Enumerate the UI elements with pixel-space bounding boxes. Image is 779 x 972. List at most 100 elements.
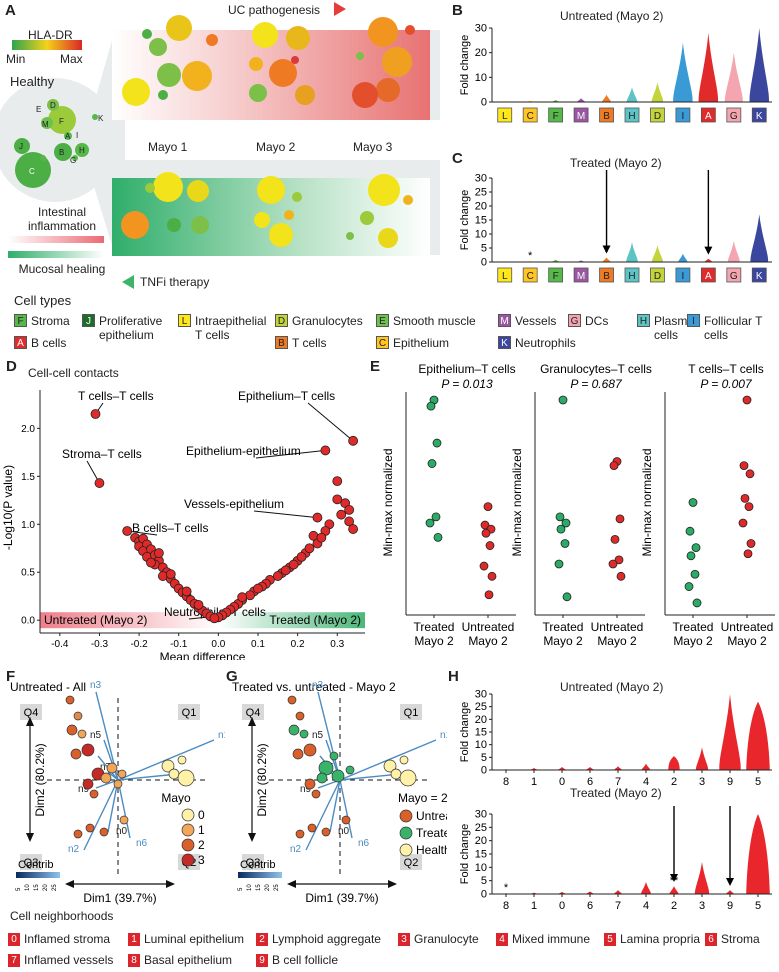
category-box-D [650, 267, 665, 283]
treated-point [560, 539, 570, 548]
untreated-point [487, 571, 497, 581]
neighborhood-swatch: 3 [398, 933, 410, 947]
x-cat-label: Treated [543, 620, 584, 634]
y-tick-label: 1.0 [21, 520, 35, 531]
y-axis-label: Min-max normalized [640, 448, 654, 556]
biplot-point [288, 724, 300, 736]
legend-swatch [399, 809, 413, 823]
vector-label-n3: n3 [90, 680, 102, 691]
vector-n5 [103, 739, 119, 781]
treated-point [686, 551, 696, 561]
cell-type-L: L Intraepithelial T cells [178, 314, 268, 342]
scatter-point [245, 590, 255, 601]
panel-label-g: G [226, 668, 238, 685]
panel-h1-title: Untreated (Mayo 2) [560, 680, 664, 694]
y-axis-label: Fold change [459, 35, 471, 96]
cell-type-swatch: C [376, 336, 389, 349]
hla-min-label: Min [6, 52, 26, 66]
y-tick-label: 0.0 [21, 616, 35, 627]
biplot-point [73, 711, 83, 721]
tnfi-label: TNFi therapy [140, 275, 210, 289]
biplot-title: Untreated - All [10, 680, 86, 694]
panel-b-chart: 0 10 20 30 Fold change L C F M B H D I A G K [459, 23, 772, 123]
y-tick-label: 30 [475, 23, 487, 35]
cell-types-title: Cell types [14, 293, 72, 308]
scatter-point [181, 586, 192, 597]
annotation-leader [307, 402, 354, 442]
category-label-G: G [730, 271, 738, 282]
scatter-point [332, 476, 343, 487]
vector-label-n1: n1 [440, 730, 447, 741]
x-cat-label: Mayo 2 [673, 634, 713, 648]
violin-H [626, 242, 638, 262]
biplot-point [100, 772, 112, 784]
legend-title: Mayo [161, 791, 191, 805]
x-axis-label: Mean difference [160, 650, 246, 660]
treated-region [218, 612, 365, 629]
y-axis-label: Dim2 (30.2%) [33, 743, 47, 816]
category-box-M [573, 107, 589, 123]
x-axis-label: Dim1 (39.7%) [83, 891, 156, 905]
untreated-point [485, 541, 495, 550]
biplot-point [89, 789, 99, 799]
biplot-point [307, 823, 317, 833]
svg-text:D: D [50, 101, 56, 110]
violin-7 [613, 890, 623, 894]
category-label-C: C [527, 111, 534, 122]
category-label-7: 7 [615, 776, 621, 788]
neighborhood-swatch: 4 [496, 933, 508, 947]
treated-point [556, 524, 566, 534]
scatter-point [312, 512, 323, 523]
neighborhood-swatch: 7 [8, 954, 20, 968]
biplot-point [316, 772, 328, 784]
quadrant-box [400, 704, 422, 720]
biplot-point [119, 815, 129, 825]
category-box-C [522, 267, 538, 283]
violin-4 [641, 763, 651, 770]
y-axis-label: Dim2 (30.2%) [255, 743, 269, 816]
neighborhood-label: Basal epithelium [144, 953, 233, 967]
scatter-point [165, 569, 176, 580]
annotation-label: Neutrophils–T cells [164, 605, 266, 619]
biplot-point [304, 778, 316, 790]
x-tick-label: 0.2 [291, 639, 305, 650]
cell-type-swatch: D [275, 314, 288, 327]
healthy-letters: C F D E M B J H A I K G [19, 101, 104, 176]
x-cat-label: Mayo 2 [597, 634, 637, 648]
cell-type-label: Smooth muscle [393, 314, 476, 328]
y-tick-label: 30 [475, 690, 487, 701]
untreated-point [745, 469, 755, 479]
category-box-A [700, 267, 716, 283]
y-tick-label: 0 [481, 765, 487, 777]
category-label-B: B [603, 111, 610, 122]
scatter-point [237, 592, 248, 603]
neighborhood-swatch: 0 [8, 933, 20, 947]
scatter-point [336, 509, 347, 520]
cell-type-label: Neutrophils [515, 336, 576, 350]
neighborhood-5: 5 Lamina propria [604, 932, 700, 947]
y-tick-label: 25 [475, 701, 487, 713]
category-label-D: D [654, 271, 661, 282]
violin-I [678, 253, 688, 262]
untreated-region [40, 612, 219, 629]
biplot-point [161, 759, 175, 773]
annotation-leader [127, 530, 158, 536]
mucosal-healing-label: Mucosal healing [18, 262, 106, 276]
panel-label-b: B [452, 2, 463, 19]
treated-point [433, 532, 443, 542]
biplot-point [383, 759, 397, 773]
y-tick-label: 10 [475, 862, 487, 874]
untreated-point [479, 561, 489, 571]
cell-type-G: G DCs [568, 314, 628, 328]
biplot-point [295, 829, 305, 839]
treated-point [691, 543, 701, 553]
arrow-icon [602, 245, 611, 254]
cell-type-label: Proliferative epithelium [99, 314, 163, 342]
cell-type-swatch: I [687, 314, 700, 327]
quadrant-label: Q2 [404, 857, 419, 869]
cell-type-E: E Smooth muscle [376, 314, 491, 328]
violin-G [727, 241, 740, 262]
